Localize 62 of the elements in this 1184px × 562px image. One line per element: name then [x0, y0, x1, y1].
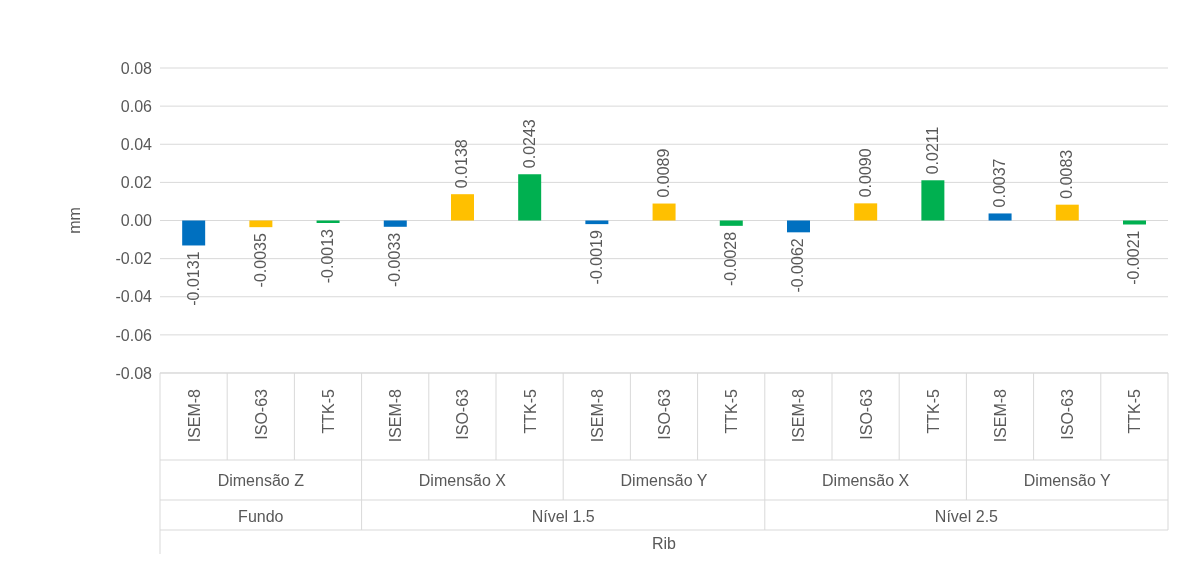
- text: Dimensão Z: [217, 472, 305, 489]
- x-tick-label: ISEM-8: [387, 388, 405, 443]
- y-tick-label: -0.08: [115, 364, 153, 382]
- data-label: -0.0013: [319, 228, 337, 284]
- text: Nível 2.5: [934, 508, 999, 525]
- bar: [719, 220, 743, 226]
- data-label: 0.0211: [923, 126, 941, 175]
- data-label: -0.0033: [386, 232, 404, 288]
- bar: [518, 174, 542, 221]
- x-tick-label: ISEM-8: [992, 388, 1009, 443]
- bar: [249, 220, 273, 228]
- bar: [383, 220, 407, 227]
- y-tick-label: 0.08: [120, 59, 153, 77]
- data-label: 0.0090: [856, 148, 874, 198]
- data-label: 0.0089: [655, 148, 673, 198]
- y-axis-title: mm: [66, 207, 83, 234]
- text: Dimensão X: [822, 472, 910, 489]
- y-tick-label: 0.06: [120, 97, 153, 115]
- bar: [652, 203, 676, 221]
- data-label: 0.0138: [453, 139, 471, 189]
- y-tick-label: -0.06: [115, 326, 153, 344]
- x-tick-label: TTK-5: [924, 388, 942, 434]
- text: Dimensão Y: [620, 472, 708, 489]
- bar: [1055, 204, 1079, 221]
- data-label: -0.0062: [789, 238, 807, 293]
- data-label: -0.0021: [1125, 230, 1143, 285]
- x-tick-label: TTK-5: [723, 388, 741, 434]
- data-label: 0.0083: [1058, 149, 1076, 199]
- bar: [1122, 220, 1146, 225]
- text: Rib: [651, 535, 677, 552]
- data-label: 0.0037: [991, 158, 1009, 208]
- x-tick-label: ISO-63: [656, 388, 673, 440]
- data-label: -0.0028: [722, 231, 740, 287]
- x-tick-label: ISEM-8: [588, 388, 606, 443]
- x-tick-label: ISO-63: [252, 388, 270, 440]
- x-tick-label: ISEM-8: [185, 388, 203, 443]
- bar: [450, 194, 474, 221]
- x-tick-label: ISO-63: [857, 388, 875, 440]
- y-tick-label: -0.04: [115, 288, 153, 306]
- bar: [182, 220, 206, 246]
- bar: [921, 180, 945, 221]
- data-label: -0.0019: [587, 230, 605, 285]
- x-tick-label: ISO-63: [454, 388, 472, 440]
- x-tick-label: ISEM-8: [790, 388, 808, 443]
- y-tick-label: 0.04: [120, 135, 153, 153]
- data-label: 0.0243: [520, 119, 538, 169]
- text: Dimensão Y: [1023, 472, 1111, 489]
- data-label: -0.0035: [251, 233, 269, 288]
- text: Dimensão X: [418, 472, 507, 489]
- x-tick-label: ISO-63: [1059, 388, 1077, 440]
- data-label: -0.0131: [184, 251, 202, 306]
- x-tick-label: TTK-5: [521, 388, 539, 434]
- y-tick-label: 0.00: [120, 212, 153, 230]
- y-tick-label: -0.02: [115, 250, 153, 268]
- x-tick-label: TTK-5: [1126, 388, 1144, 434]
- text: Fundo: [238, 508, 284, 525]
- bar: [786, 220, 810, 233]
- y-tick-label: 0.02: [120, 174, 153, 192]
- bar: [854, 203, 878, 221]
- bar: [988, 213, 1012, 221]
- text: Nível 1.5: [531, 508, 595, 525]
- x-tick-label: TTK-5: [320, 388, 337, 434]
